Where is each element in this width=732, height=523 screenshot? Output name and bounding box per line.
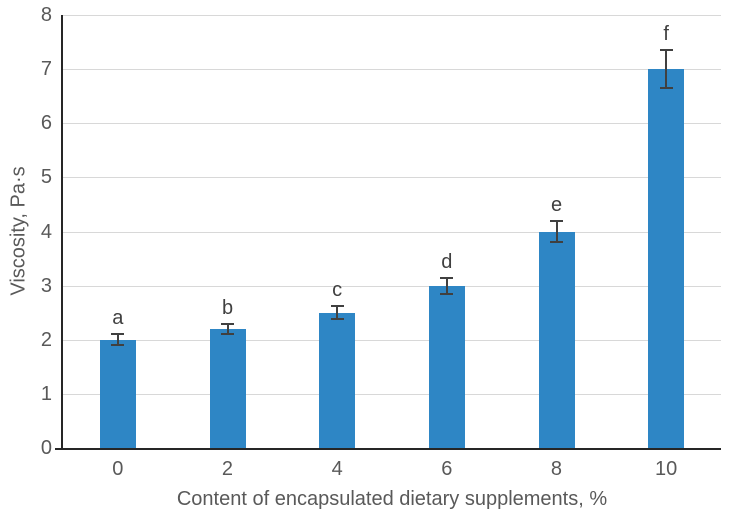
error-bar [336,306,339,320]
error-bar-cap [221,322,234,325]
significance-letter: a [112,307,124,330]
gridline [63,177,721,179]
bar-2-percent [209,328,246,448]
error-bar-cap [440,276,454,279]
y-tick-label: 5 [40,166,52,189]
error-bar-cap [550,219,563,222]
bar-6-percent [428,285,465,448]
x-tick-label: 8 [550,458,563,480]
error-bar [445,277,448,294]
bar-8-percent [538,231,575,448]
significance-letter: d [441,250,453,273]
error-bar [116,334,119,346]
y-tick-label: 0 [40,437,52,459]
y-axis-line [61,15,63,450]
gridline [63,231,721,233]
x-tick-label: 0 [112,458,124,480]
y-tick-label: 7 [40,58,52,81]
error-bar-cap [440,292,454,295]
x-tick-label: 2 [221,458,234,480]
significance-letter: e [550,193,563,216]
x-tick-label: 6 [441,458,453,480]
gridline [63,15,721,16]
y-tick-label: 6 [40,112,52,135]
gridline [63,69,721,71]
gridline [63,285,721,287]
error-bar [226,323,229,335]
bar-10-percent [648,69,685,448]
bar-0-percent [99,339,136,448]
gridline [63,123,721,125]
gridline [63,339,721,341]
error-bar-cap [111,333,125,336]
y-tick-label: 3 [40,274,52,297]
y-tick-label: 2 [40,328,52,351]
y-tick-label: 8 [40,4,52,26]
y-tick-label: 4 [40,220,52,243]
error-bar-cap [659,49,673,52]
significance-letter: b [221,296,234,319]
x-axis-line [55,448,721,450]
x-axis-title: Content of encapsulated dietary suppleme… [176,488,608,510]
error-bar-cap [330,318,344,321]
error-bar [555,220,558,243]
error-bar-cap [111,344,125,347]
error-bar-cap [330,305,344,308]
y-tick-label: 1 [40,382,52,405]
significance-letter: f [663,23,669,46]
error-bar-cap [221,333,234,336]
gridline [63,393,721,395]
plot-area: a b c d e f [55,15,721,450]
error-bar [665,50,668,89]
error-bar-cap [659,87,673,90]
significance-letter: c [332,279,343,302]
x-tick-label: 4 [331,458,343,480]
x-tick-label: 10 [655,458,678,480]
error-bar-cap [550,241,563,244]
bar-4-percent [319,312,356,448]
